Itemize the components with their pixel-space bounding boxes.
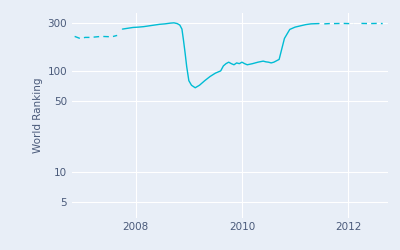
Y-axis label: World Ranking: World Ranking <box>33 77 43 153</box>
